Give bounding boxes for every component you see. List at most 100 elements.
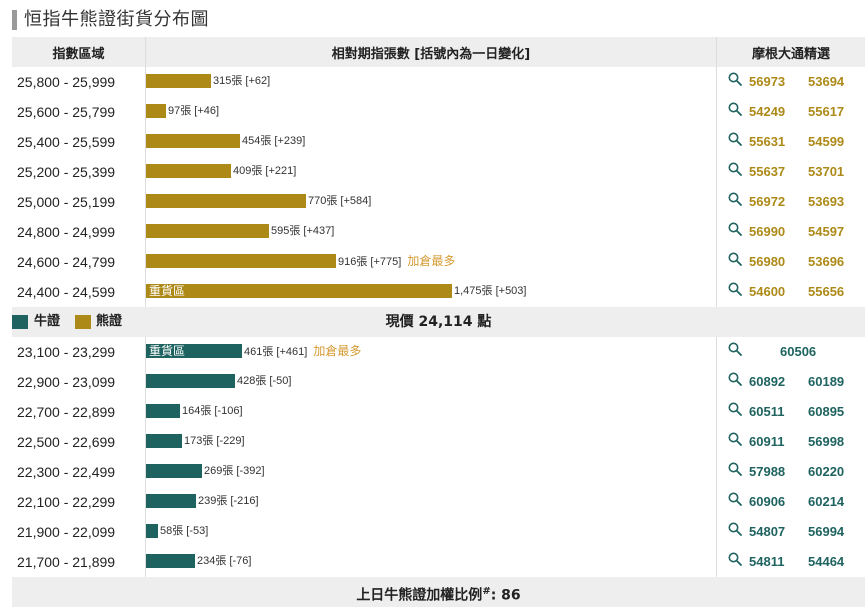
search-icon[interactable] <box>728 191 742 206</box>
header-picks: 摩根大通精選 <box>716 37 865 67</box>
warrant-code-link[interactable]: 60506 <box>780 344 817 359</box>
search-icon[interactable] <box>728 431 742 446</box>
warrant-code-link[interactable]: 60911 <box>749 434 785 449</box>
bull-row: 22,700 - 22,899 164張 [-106] 60511 60895 <box>12 397 865 427</box>
search-icon[interactable] <box>728 461 742 476</box>
column-divider <box>716 337 717 577</box>
warrant-code-link[interactable]: 55617 <box>808 104 845 119</box>
weighted-ratio-label: 上日牛熊證加權比例 <box>356 587 483 604</box>
search-icon[interactable] <box>728 341 742 356</box>
quantity-text: 239張 [-216] <box>198 495 259 507</box>
warrant-code-link[interactable]: 54811 <box>749 554 785 569</box>
warrant-code-link[interactable]: 54807 <box>749 524 786 539</box>
quantity-label: 595張 [+437] <box>271 224 334 238</box>
quantity-text: 1,475張 [+503] <box>454 285 527 297</box>
quantity-label: 58張 [-53] <box>160 524 208 538</box>
warrant-code-link[interactable]: 54600 <box>749 284 786 299</box>
bear-row: 25,000 - 25,199 770張 [+584] 56972 53693 <box>12 187 865 217</box>
warrant-code-link[interactable]: 55656 <box>808 284 845 299</box>
column-divider <box>716 67 717 307</box>
bull-bar <box>146 464 202 478</box>
bull-row: 22,900 - 23,099 428張 [-50] 60892 60189 <box>12 367 865 397</box>
quantity-label: 770張 [+584] <box>308 194 371 208</box>
search-icon[interactable] <box>728 101 742 116</box>
warrant-code-link[interactable]: 54464 <box>808 554 845 569</box>
quantity-label: 454張 [+239] <box>242 134 305 148</box>
search-icon[interactable] <box>728 551 742 566</box>
warrant-code-link[interactable]: 60214 <box>808 494 845 509</box>
index-range: 22,100 - 22,299 <box>17 494 116 510</box>
quantity-text: 234張 [-76] <box>197 555 252 567</box>
warrant-code-link[interactable]: 60511 <box>749 404 785 419</box>
quantity-text: 164張 [-106] <box>182 405 243 417</box>
quantity-text: 595張 [+437] <box>271 225 335 237</box>
search-icon[interactable] <box>728 521 742 536</box>
search-icon[interactable] <box>728 401 742 416</box>
search-icon[interactable] <box>728 251 742 266</box>
search-icon[interactable] <box>728 131 742 146</box>
warrant-code-link[interactable]: 54599 <box>808 134 845 149</box>
bear-bar <box>146 194 306 208</box>
bull-bar <box>146 524 158 538</box>
bear-row: 25,400 - 25,599 454張 [+239] 55631 54599 <box>12 127 865 157</box>
index-range: 22,500 - 22,699 <box>17 434 116 450</box>
bear-bar <box>146 134 240 148</box>
search-icon[interactable] <box>728 221 742 236</box>
weighted-ratio-mark: # <box>482 586 491 597</box>
quantity-label: 173張 [-229] <box>184 434 245 448</box>
quantity-text: 770張 [+584] <box>308 195 372 207</box>
warrant-code-link[interactable]: 53694 <box>808 74 845 89</box>
index-range: 25,800 - 25,999 <box>17 74 116 90</box>
quantity-label: 916張 [+775] 加倉最多 <box>338 254 455 268</box>
warrant-code-link[interactable]: 56972 <box>749 194 786 209</box>
warrant-code-link[interactable]: 60906 <box>749 494 786 509</box>
search-icon[interactable] <box>728 371 742 386</box>
warrant-code-link[interactable]: 55631 <box>749 134 786 149</box>
quantity-label: 315張 [+62] <box>213 74 270 88</box>
bull-row: 22,300 - 22,499 269張 [-392] 57988 60220 <box>12 457 865 487</box>
warrant-code-link[interactable]: 56980 <box>749 254 786 269</box>
bear-row: 24,400 - 24,599 重貨區 1,475張 [+503] 54600 5565… <box>12 277 865 307</box>
current-price-value: 24,114 <box>418 314 473 330</box>
warrant-code-link[interactable]: 53693 <box>808 194 845 209</box>
search-icon[interactable] <box>728 281 742 296</box>
bear-bar <box>146 284 452 298</box>
index-range: 22,300 - 22,499 <box>17 464 116 480</box>
index-range: 23,100 - 23,299 <box>17 344 116 360</box>
warrant-code-link[interactable]: 60220 <box>808 464 845 479</box>
search-icon[interactable] <box>728 71 742 86</box>
warrant-code-link[interactable]: 53701 <box>808 164 845 179</box>
current-price: 現價 24,114 點 <box>12 307 865 337</box>
bear-row: 25,600 - 25,799 97張 [+46] 54249 55617 <box>12 97 865 127</box>
quantity-text: 409張 [+221] <box>233 165 297 177</box>
warrant-code-link[interactable]: 56994 <box>808 524 845 539</box>
warrant-code-link[interactable]: 56973 <box>749 74 786 89</box>
warrant-code-link[interactable]: 55637 <box>749 164 786 179</box>
quantity-text: 454張 [+239] <box>242 135 306 147</box>
warrant-code-link[interactable]: 53696 <box>808 254 845 269</box>
bear-bar <box>146 164 231 178</box>
bear-bar <box>146 74 211 88</box>
bull-row: 21,900 - 22,099 58張 [-53] 54807 56994 <box>12 517 865 547</box>
warrant-code-link[interactable]: 56990 <box>749 224 786 239</box>
current-price-label: 現價 <box>385 314 414 330</box>
search-icon[interactable] <box>728 161 742 176</box>
quantity-label: 269張 [-392] <box>204 464 265 478</box>
warrant-code-link[interactable]: 54249 <box>749 104 786 119</box>
index-range: 25,400 - 25,599 <box>17 134 116 150</box>
current-price-bar: 牛證 熊證 現價 24,114 點 <box>12 307 865 337</box>
warrant-code-link[interactable]: 57988 <box>749 464 786 479</box>
quantity-label: 234張 [-76] <box>197 554 251 568</box>
warrant-code-link[interactable]: 54597 <box>808 224 845 239</box>
bull-bar <box>146 434 182 448</box>
index-range: 21,900 - 22,099 <box>17 524 116 540</box>
bull-row: 22,500 - 22,699 173張 [-229] 60911 56998 <box>12 427 865 457</box>
warrant-code-link[interactable]: 60895 <box>808 404 845 419</box>
warrant-code-link[interactable]: 60189 <box>808 374 845 389</box>
warrant-code-link[interactable]: 60892 <box>749 374 786 389</box>
bear-row: 25,200 - 25,399 409張 [+221] 55637 53701 <box>12 157 865 187</box>
search-icon[interactable] <box>728 491 742 506</box>
quantity-label: 409張 [+221] <box>233 164 296 178</box>
quantity-text: 97張 [+46] <box>168 105 220 117</box>
warrant-code-link[interactable]: 56998 <box>808 434 845 449</box>
